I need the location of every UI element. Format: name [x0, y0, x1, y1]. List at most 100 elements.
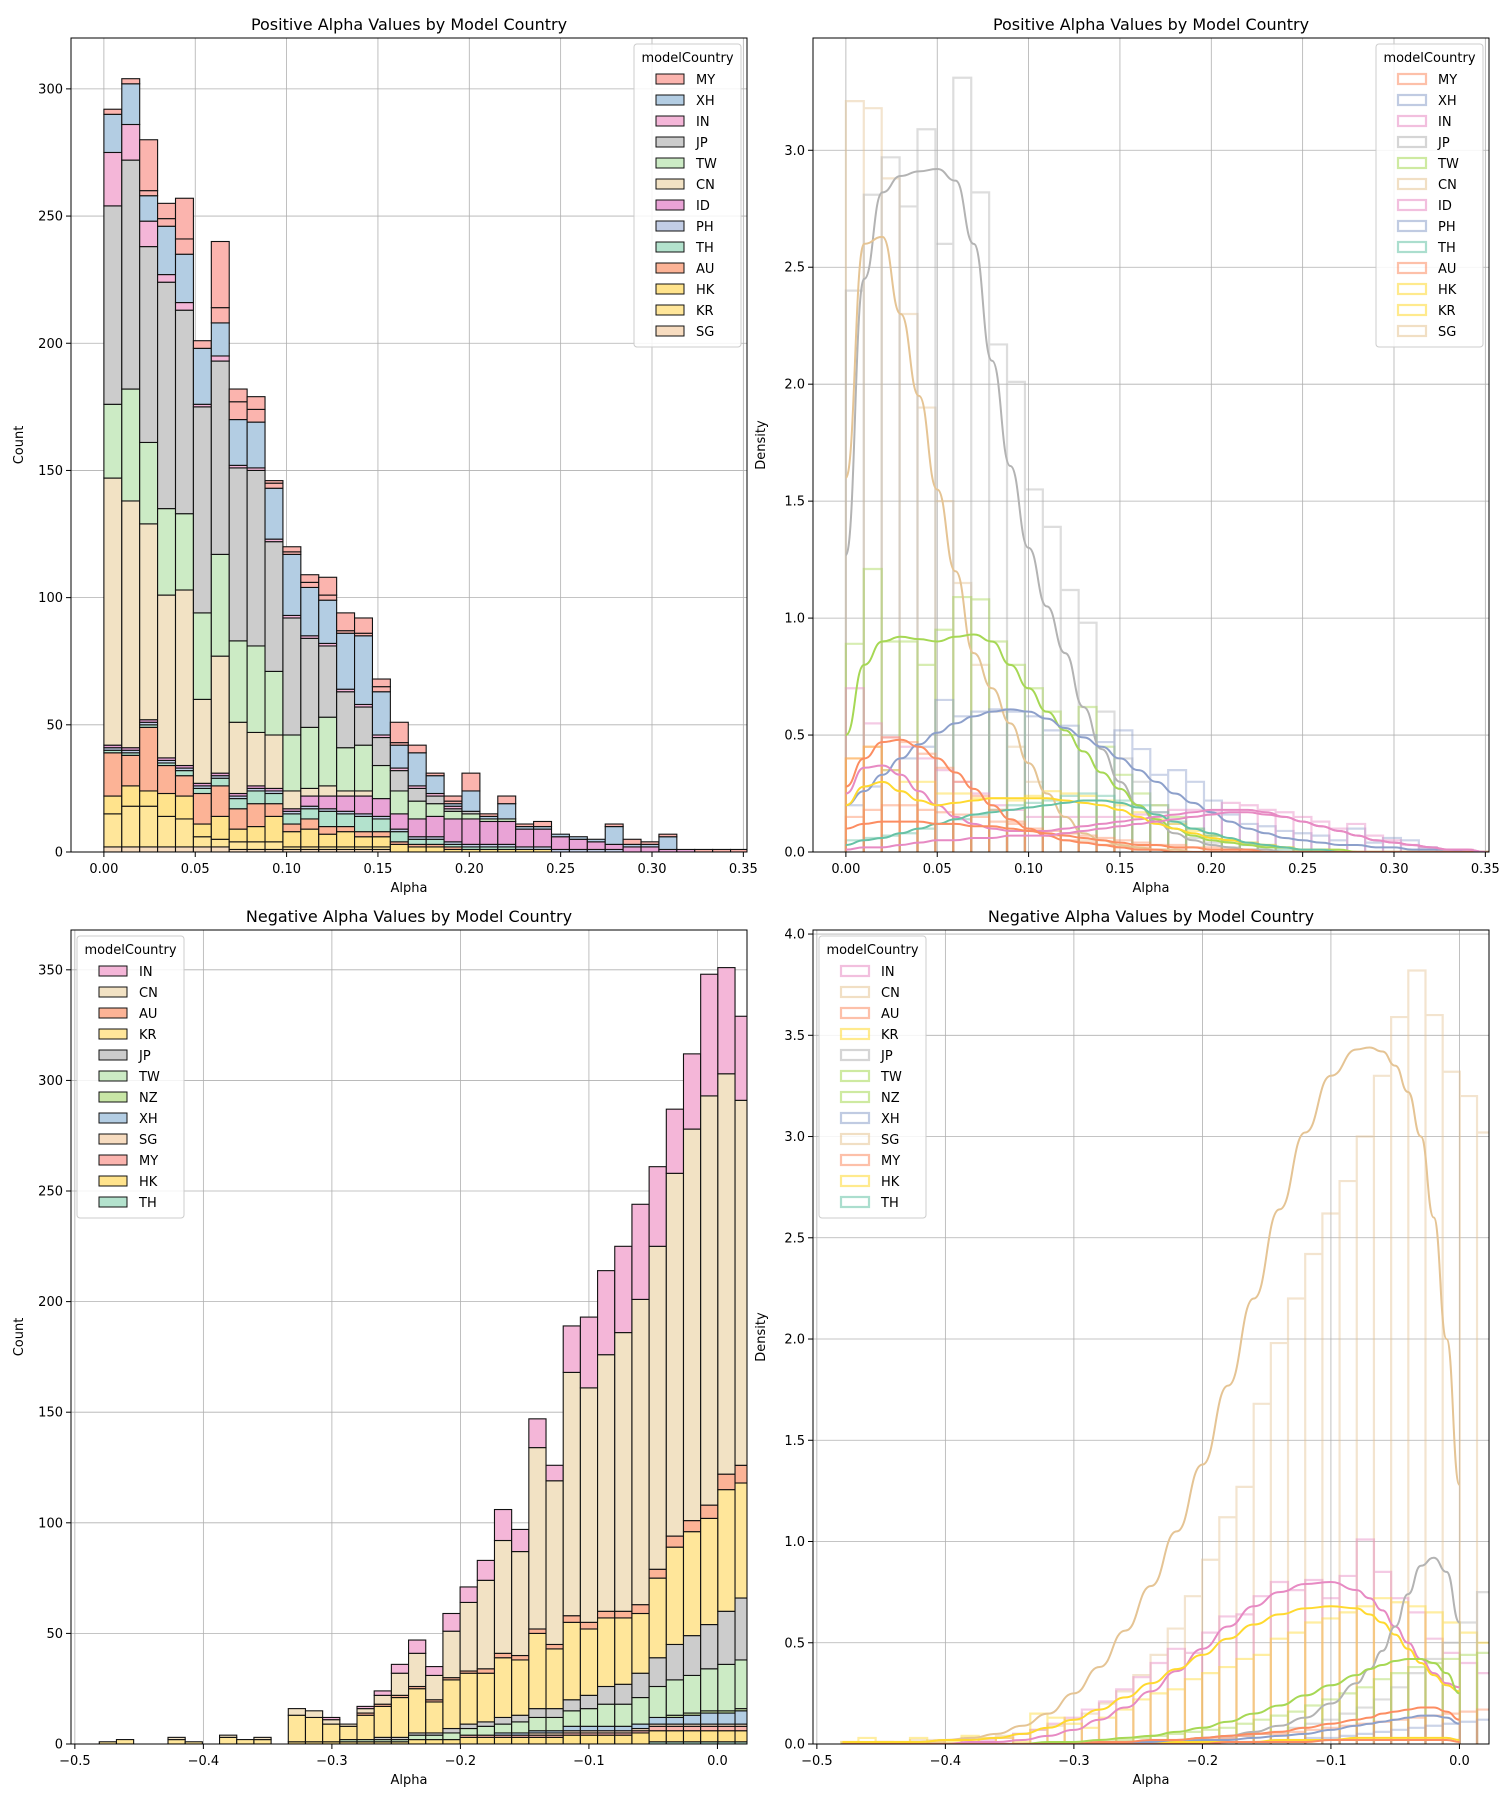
y-tick-label: 50 — [46, 718, 63, 733]
legend-label: TW — [1437, 157, 1459, 172]
bar-my — [210, 240, 230, 309]
bar-cn — [228, 721, 248, 795]
bar-jp — [459, 1723, 478, 1730]
bar-au — [174, 775, 194, 797]
legend-swatch-my — [839, 1153, 871, 1167]
bar-xh — [631, 1723, 650, 1730]
legend-title: modelCountry — [84, 943, 176, 958]
legend-label: ID — [696, 199, 710, 214]
bar-tw — [804, 1594, 821, 1678]
bar-my — [228, 401, 248, 421]
bar-cn — [597, 1354, 616, 1612]
axes-frame — [812, 37, 1490, 853]
bar-my — [752, 1726, 769, 1730]
bar-tw — [371, 764, 391, 800]
bar-kr — [511, 1659, 530, 1716]
bar-au — [682, 1520, 702, 1533]
x-tick-label: 0.25 — [1288, 862, 1317, 877]
bar-jp — [371, 736, 391, 767]
bar-jp — [103, 205, 123, 405]
bar-jp — [318, 645, 338, 718]
bar-jp — [734, 1597, 747, 1661]
bar-kr — [228, 841, 248, 851]
bar-jp — [665, 1643, 685, 1681]
bar-tw — [174, 513, 194, 591]
bar-cn — [545, 1480, 564, 1646]
x-tick-label: 0.35 — [1471, 862, 1500, 877]
bar-my — [192, 340, 212, 349]
chart-panel-4: −0.5 −0.4 −0.3 −0.2 −0.1 0.0 0.0 0.5 1.0 1.5 2.0 2.… — [754, 907, 1490, 1788]
bar-sg — [157, 846, 177, 852]
bar-th — [425, 838, 445, 845]
bar-cn — [246, 731, 266, 787]
bar-xh — [407, 752, 427, 787]
legend-swatch-th — [1396, 240, 1428, 254]
y-tick-label: 1.0 — [784, 612, 805, 627]
bar-in — [545, 1464, 564, 1482]
legend-swatch-hk — [655, 283, 685, 295]
x-tick-label: 0.30 — [1380, 862, 1409, 877]
bar-hk — [228, 828, 248, 843]
bar-my — [658, 833, 678, 838]
bar-tw — [282, 734, 302, 792]
legend-swatch-tw — [1396, 156, 1428, 170]
y-tick-label: 0.0 — [784, 846, 805, 861]
bar-jp — [389, 770, 409, 792]
bar-tw — [443, 810, 463, 820]
bar-cn — [442, 1630, 461, 1679]
bar-au — [597, 1610, 616, 1619]
bar-kr — [219, 1736, 238, 1744]
kde-line-au — [845, 738, 1486, 852]
bar-kr — [356, 1714, 375, 1741]
bar-au — [700, 1504, 719, 1519]
bar-hk — [528, 1736, 547, 1744]
bar-th — [174, 770, 194, 777]
x-axis-label: Alpha — [1133, 881, 1170, 896]
bar-nz — [769, 1704, 786, 1708]
legend-label: XH — [696, 94, 715, 109]
x-tick-label: 0.15 — [1105, 862, 1134, 877]
bar-hk — [264, 815, 284, 843]
legend-swatch-kr — [839, 1027, 871, 1041]
bar-my — [264, 480, 284, 484]
bar-au — [336, 826, 356, 833]
bar-in — [682, 1053, 702, 1130]
bar-jp — [717, 1610, 736, 1665]
bar-kr — [682, 1531, 702, 1637]
legend-swatch-my — [1396, 72, 1428, 86]
y-tick-label: 200 — [38, 1295, 63, 1310]
x-tick-label: 0.00 — [89, 862, 118, 877]
bar-xh — [604, 826, 624, 845]
bar-hk — [139, 790, 159, 807]
legend-label: IN — [881, 965, 895, 980]
bar-cn — [734, 1099, 747, 1466]
bar-in — [476, 1559, 496, 1581]
bar-in — [752, 981, 769, 1047]
bar-xh — [192, 347, 212, 405]
bar-id — [407, 818, 427, 838]
bar-my — [354, 617, 374, 634]
bar-in — [103, 151, 123, 207]
bar-au — [804, 1366, 821, 1393]
bar-tw — [210, 553, 230, 657]
bar-th — [210, 777, 230, 787]
bar-nz — [804, 1678, 821, 1685]
y-tick-label: 2.5 — [784, 1231, 805, 1246]
legend-swatch-in — [1396, 114, 1428, 128]
bar-jp — [511, 1714, 530, 1723]
bar-hk — [354, 836, 374, 848]
bar-au — [192, 792, 212, 825]
bar-kr — [476, 1672, 496, 1723]
plot-area — [98, 967, 821, 1744]
bar-sg — [192, 846, 212, 852]
bar-cn — [425, 1674, 444, 1701]
bar-my — [174, 197, 194, 240]
legend-swatch-hk — [98, 1175, 128, 1187]
bar-kr — [210, 838, 230, 848]
kde-line-au — [842, 1706, 1460, 1744]
legend-swatch-au — [655, 262, 685, 274]
legend-label: TH — [138, 1196, 157, 1211]
bar-my — [318, 594, 338, 601]
bar-in — [356, 1705, 375, 1710]
bar-hk — [511, 1736, 530, 1744]
